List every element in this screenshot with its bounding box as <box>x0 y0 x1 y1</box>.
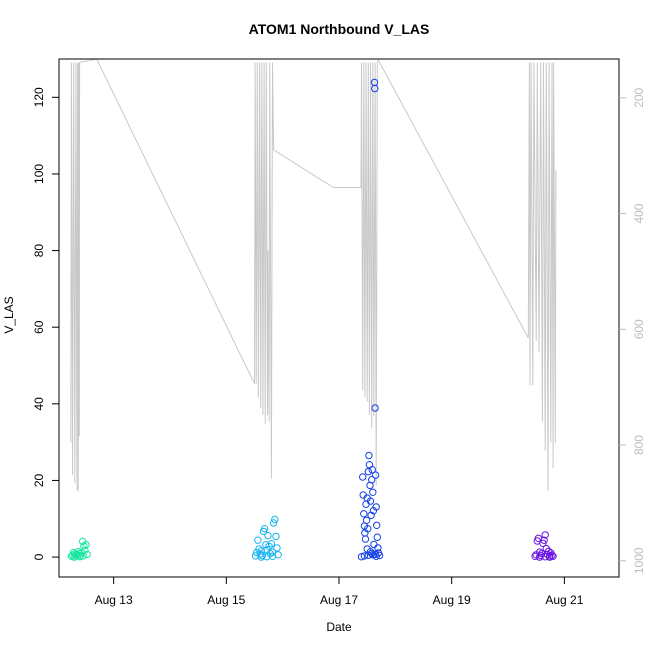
data-point <box>83 550 91 559</box>
data-point <box>360 552 369 560</box>
y2-axis: 200 400 600 800 1000 <box>619 87 646 574</box>
data-point <box>537 551 545 560</box>
data-point <box>82 541 90 549</box>
data-point <box>367 511 375 519</box>
chart-title: ATOM1 Northbound V_LAS <box>249 21 430 37</box>
y2-tick-label: 200 <box>632 87 646 107</box>
data-point <box>374 544 382 552</box>
points-layer <box>67 78 557 561</box>
data-point <box>541 553 549 561</box>
overlay-line-layer <box>70 59 557 492</box>
y2-tick-label: 1000 <box>632 547 646 574</box>
y2-tick-label: 800 <box>632 435 646 455</box>
data-point <box>366 497 375 505</box>
y-tick-label: 80 <box>32 244 46 258</box>
data-point <box>262 541 270 549</box>
data-point <box>255 545 263 553</box>
data-point <box>264 531 272 540</box>
data-point <box>371 404 379 412</box>
y-tick-label: 0 <box>32 553 46 560</box>
data-point <box>74 548 82 556</box>
y-tick-label: 100 <box>32 164 46 184</box>
data-point <box>371 550 379 559</box>
data-point <box>540 536 548 544</box>
data-point <box>257 553 265 561</box>
data-point <box>364 525 372 533</box>
data-point <box>272 532 280 541</box>
data-point <box>371 471 380 479</box>
x-tick-label: Aug 19 <box>433 593 471 607</box>
overlay-line <box>70 59 557 492</box>
data-point <box>372 503 380 511</box>
data-point <box>541 531 549 539</box>
x-axis: Aug 13 Aug 15 Aug 17 Aug 19 Aug 21 <box>95 577 584 607</box>
x-tick-label: Aug 21 <box>545 593 583 607</box>
data-point <box>535 548 544 556</box>
y2-tick-label: 600 <box>632 319 646 339</box>
y-axis: 0 20 40 60 80 100 120 <box>32 87 59 560</box>
data-point <box>373 521 381 529</box>
data-point <box>273 544 281 552</box>
data-point <box>368 476 376 484</box>
y-tick-label: 60 <box>32 320 46 334</box>
y-tick-label: 20 <box>32 473 46 487</box>
data-point <box>549 552 557 560</box>
data-point <box>364 467 372 476</box>
data-point <box>548 551 556 559</box>
x-tick-label: Aug 15 <box>207 593 245 607</box>
y-axis-label: V_LAS <box>2 296 16 333</box>
data-point <box>268 552 277 560</box>
data-point <box>360 510 368 518</box>
data-point <box>357 553 366 561</box>
data-point <box>265 542 273 550</box>
data-point <box>260 525 269 533</box>
y-tick-label: 40 <box>32 397 46 411</box>
data-point <box>76 553 84 561</box>
data-point <box>254 536 262 544</box>
data-point <box>267 540 276 548</box>
data-point <box>365 451 373 460</box>
data-point <box>535 553 544 561</box>
data-point <box>531 552 539 560</box>
x-tick-label: Aug 13 <box>95 593 133 607</box>
data-point <box>546 553 554 561</box>
data-point <box>361 535 370 543</box>
data-point <box>373 533 381 541</box>
data-point <box>258 551 267 560</box>
data-point <box>271 515 279 524</box>
data-point <box>369 488 377 496</box>
data-point <box>79 552 87 560</box>
data-point <box>368 549 376 558</box>
y-tick-label: 120 <box>32 87 46 107</box>
data-point <box>359 473 367 481</box>
data-point <box>368 466 376 474</box>
x-tick-label: Aug 17 <box>320 593 358 607</box>
data-point <box>371 84 379 93</box>
data-point <box>263 553 271 561</box>
x-axis-label: Date <box>326 620 352 634</box>
y2-tick-label: 400 <box>632 203 646 223</box>
data-point <box>362 516 371 524</box>
data-point <box>70 553 78 561</box>
data-point <box>269 519 278 527</box>
